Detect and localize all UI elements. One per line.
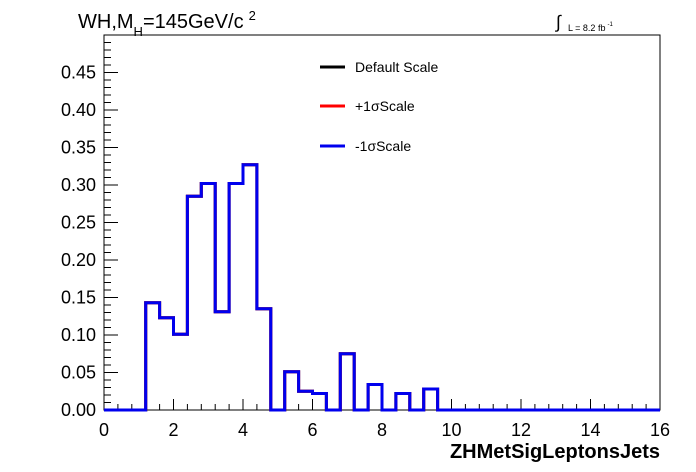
legend-label-plus-1sigma: +1σScale (355, 98, 415, 114)
x-tick-label: 8 (377, 420, 387, 440)
legend-label-minus-1sigma: -1σScale (355, 138, 411, 154)
title-subscript: H (134, 24, 143, 39)
lumi-text: L = 8.2 fb (568, 23, 605, 33)
y-tick-label: 0.15 (61, 288, 96, 308)
x-tick-label: 4 (238, 420, 248, 440)
title-superscript: 2 (249, 8, 256, 23)
integral-symbol: ∫ (554, 12, 562, 32)
x-tick-label: 2 (168, 420, 178, 440)
chart-title: WH,MH=145GeV/c 2 (78, 8, 256, 39)
x-axis: 0 2 4 6 8 10 12 14 16 (99, 399, 670, 440)
x-tick-label: 6 (307, 420, 317, 440)
y-tick-label: 0.35 (61, 138, 96, 158)
title-rest: =145GeV/c (143, 11, 244, 33)
y-tick-label: 0.00 (61, 400, 96, 420)
y-tick-label: 0.45 (61, 63, 96, 83)
y-tick-label: 0.40 (61, 100, 96, 120)
x-tick-label: 14 (580, 420, 600, 440)
lumi-superscript: -1 (607, 22, 613, 28)
legend-label-default-scale: Default Scale (355, 59, 438, 75)
y-tick-label: 0.25 (61, 213, 96, 233)
legend: Default Scale +1σScale -1σScale (320, 59, 438, 154)
histogram-series-2 (104, 163, 660, 412)
x-tick-label: 16 (650, 420, 670, 440)
x-axis-label: ZHMetSigLeptonsJets (450, 441, 660, 463)
x-tick-label: 0 (99, 420, 109, 440)
series-layer (104, 163, 660, 412)
title-main: WH,M (78, 11, 134, 33)
y-tick-label: 0.10 (61, 325, 96, 345)
y-tick-label: 0.30 (61, 175, 96, 195)
y-tick-label: 0.20 (61, 250, 96, 270)
x-tick-label: 12 (511, 420, 531, 440)
x-tick-label: 10 (441, 420, 461, 440)
lumi-label: L = 8.2 fb -1 (568, 22, 613, 33)
y-axis: 0.00 0.05 0.10 0.15 0.20 0.25 0.30 0.35 0.40 0.45 (61, 42, 118, 420)
y-tick-label: 0.05 (61, 363, 96, 383)
